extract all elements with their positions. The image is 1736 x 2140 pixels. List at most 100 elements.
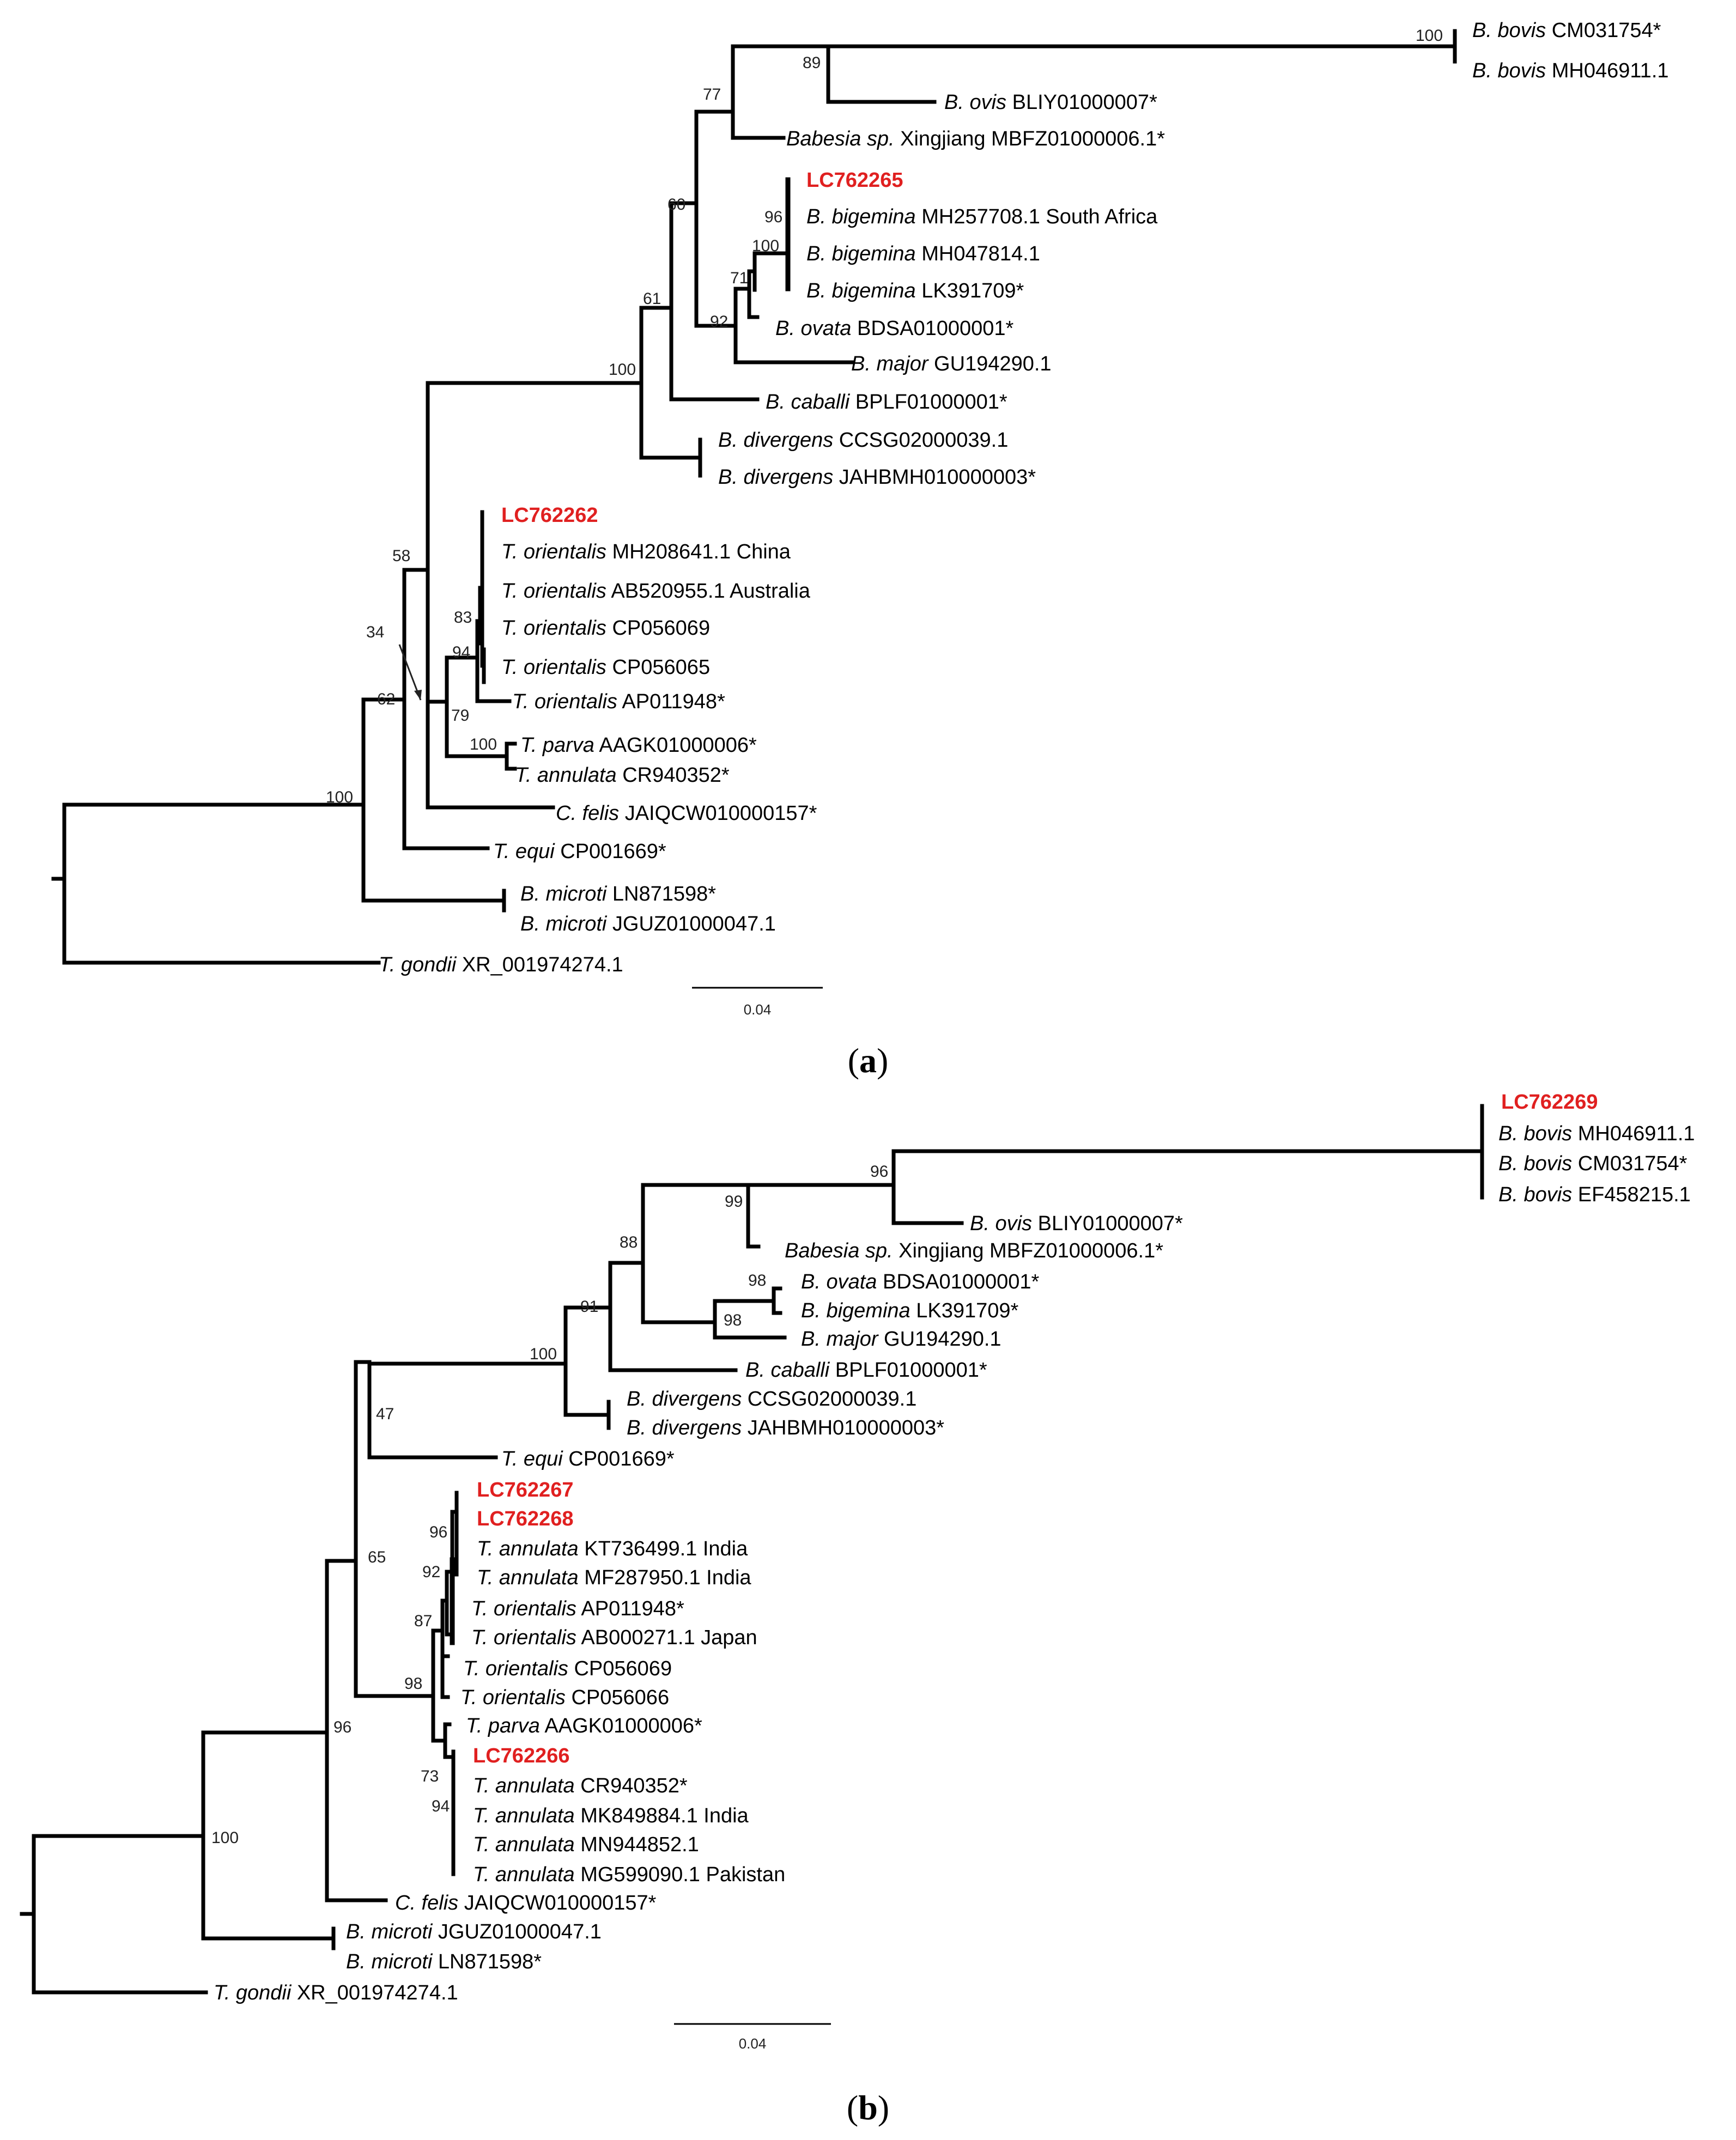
tip-label: B. caballi BPLF01000001* [745, 1359, 987, 1382]
tip-label: T. annulata MK849884.1 India [473, 1804, 749, 1827]
bootstrap-value: 98 [404, 1675, 422, 1693]
tip-label: T. equi CP001669* [493, 840, 666, 863]
bootstrap-value: 100 [211, 1829, 239, 1847]
bootstrap-value: 65 [368, 1548, 386, 1566]
tip-label: B. divergens JAHBMH010000003* [718, 466, 1036, 489]
tip-label: Babesia sp. Xingjiang MBFZ01000006.1* [785, 1239, 1163, 1262]
bootstrap-value: 58 [392, 547, 410, 565]
bootstrap-value: 100 [752, 237, 779, 255]
bootstrap-value: 60 [667, 196, 685, 214]
bootstrap-value: 79 [451, 707, 469, 725]
bootstrap-value: 34 [366, 623, 384, 641]
bootstrap-value: 71 [730, 269, 748, 287]
panel-a-scale-bar: 0.04 [692, 987, 823, 1018]
tip-label: T. annulata CR940352* [515, 764, 730, 787]
bootstrap-value: 96 [429, 1523, 447, 1541]
tip-label: T. orientalis CP056065 [501, 656, 710, 679]
bootstrap-value: 77 [703, 86, 721, 104]
tip-label: T. annulata MG599090.1 Pakistan [473, 1863, 785, 1886]
bootstrap-value: 87 [414, 1612, 432, 1630]
panel-a-bootstrap: 100 89 77 96 100 71 60 92 61 100 58 83 9… [326, 27, 1443, 806]
tip-label: B. bigemina MH047814.1 [806, 242, 1040, 265]
tip-label: B. microti LN871598* [346, 1950, 542, 1973]
bootstrap-value: 92 [422, 1563, 440, 1581]
tip-label: B. major GU194290.1 [851, 352, 1052, 375]
tip-label: C. felis JAIQCW010000157* [395, 1892, 657, 1914]
bootstrap-value: 100 [609, 361, 636, 379]
tip-label: T. gondii XR_001974274.1 [379, 953, 623, 976]
bootstrap-value: 100 [1416, 27, 1443, 45]
panel-b-tips: LC762269 B. bovis MH046911.1 B. bovis CM… [214, 1091, 1695, 2004]
tip-label: T. orientalis AB000271.1 Japan [471, 1626, 757, 1649]
tip-label: B. bigemina LK391709* [801, 1299, 1019, 1322]
highlighted-tip-label: LC762262 [501, 504, 598, 527]
bootstrap-value: 61 [643, 290, 661, 308]
bootstrap-value: 100 [326, 788, 353, 806]
highlighted-tip-label: LC762268 [477, 1507, 573, 1530]
panel-label-b: (b) [847, 2088, 889, 2127]
bootstrap-value: 73 [421, 1767, 439, 1785]
tip-label: B. bigemina LK391709* [806, 279, 1024, 302]
tip-label: T. orientalis AP011948* [512, 690, 725, 713]
bootstrap-value: 96 [764, 208, 782, 226]
tip-label: B. divergens CCSG02000039.1 [718, 429, 1008, 452]
highlighted-tip-label: LC762269 [1501, 1091, 1598, 1114]
tip-label: T. parva AAGK01000006* [520, 734, 757, 757]
tip-label: B. divergens CCSG02000039.1 [627, 1388, 916, 1411]
tip-label: C. felis JAIQCW010000157* [556, 802, 817, 825]
bootstrap-value: 100 [530, 1345, 557, 1363]
tip-label: T. annulata CR940352* [473, 1774, 688, 1797]
tip-label: T. gondii XR_001974274.1 [214, 1981, 458, 2004]
tip-label: B. bovis CM031754* [1498, 1152, 1688, 1175]
tip-label: B. caballi BPLF01000001* [766, 391, 1007, 414]
panel-a-tips: B. bovis CM031754* B. bovis MH046911.1 B… [379, 19, 1669, 976]
bootstrap-value: 89 [803, 54, 821, 72]
bootstrap-value: 96 [333, 1718, 351, 1736]
tip-label: T. orientalis MH208641.1 China [501, 540, 791, 563]
bootstrap-value: 92 [710, 313, 728, 331]
bootstrap-value: 47 [376, 1405, 394, 1423]
tip-label: T. orientalis CP056066 [460, 1686, 669, 1709]
bootstrap-value: 99 [725, 1193, 743, 1211]
highlighted-tip-label: LC762267 [477, 1479, 573, 1501]
highlighted-tip-label: LC762265 [806, 169, 903, 192]
bootstrap-value: 98 [724, 1311, 742, 1329]
bootstrap-value: 94 [452, 643, 470, 661]
panel-label-a: (a) [848, 1041, 889, 1080]
tip-label: B. ovata BDSA01000001* [801, 1270, 1040, 1293]
tip-label: B. bovis MH046911.1 [1472, 59, 1669, 82]
bootstrap-value: 88 [620, 1233, 638, 1251]
tip-label: T. annulata MN944852.1 [473, 1833, 699, 1856]
bootstrap-value: 62 [377, 690, 395, 708]
tip-label: B. ovata BDSA01000001* [775, 317, 1014, 340]
arrow-head-icon [414, 690, 422, 700]
tip-label: B. bigemina MH257708.1 South Africa [806, 205, 1158, 228]
tip-label: T. parva AAGK01000006* [466, 1715, 702, 1737]
bootstrap-value: 83 [454, 609, 472, 627]
scale-bar-label: 0.04 [739, 2035, 767, 2052]
tip-label: T. orientalis CP056069 [463, 1657, 672, 1680]
bootstrap-value: 100 [470, 735, 497, 753]
tip-label: B. microti JGUZ01000047.1 [346, 1920, 602, 1943]
bootstrap-value: 91 [580, 1298, 598, 1316]
tip-label: B. ovis BLIY01000007* [944, 91, 1157, 114]
tip-label: B. microti LN871598* [520, 883, 716, 905]
panel-b-bootstrap: 96 99 98 98 88 91 100 47 96 92 87 98 73 … [211, 1163, 888, 1847]
tip-label: B. bovis EF458215.1 [1498, 1183, 1691, 1206]
panel-a-tree [51, 29, 1457, 965]
tip-label: T. equi CP001669* [501, 1448, 675, 1470]
panel-b-scale-bar: 0.04 [674, 2023, 831, 2052]
tip-label: B. microti JGUZ01000047.1 [520, 913, 776, 935]
tip-label: T. orientalis AP011948* [471, 1597, 684, 1620]
bootstrap-value: 96 [870, 1163, 888, 1181]
tip-label: B. major GU194290.1 [801, 1328, 1001, 1351]
tip-label: B. ovis BLIY01000007* [970, 1212, 1183, 1235]
tip-label: B. bovis MH046911.1 [1498, 1122, 1695, 1145]
tip-label: B. bovis CM031754* [1472, 19, 1661, 42]
bootstrap-value: 98 [748, 1272, 766, 1290]
tip-label: T. orientalis CP056069 [501, 617, 710, 640]
tip-label: Babesia sp. Xingjiang MBFZ01000006.1* [786, 127, 1165, 150]
bootstrap-value: 94 [432, 1797, 450, 1815]
scale-bar-label: 0.04 [744, 1001, 772, 1018]
